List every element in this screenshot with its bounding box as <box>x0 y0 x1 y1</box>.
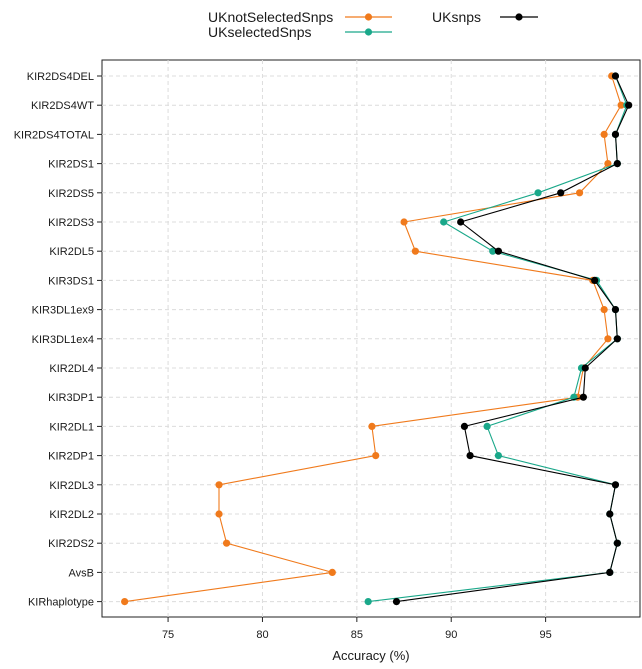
data-point <box>364 598 372 606</box>
data-point <box>613 539 621 547</box>
data-point <box>591 276 599 284</box>
data-point <box>368 422 376 430</box>
legend-marker <box>515 13 523 21</box>
data-point <box>600 130 608 138</box>
y-tick-label: AvsB <box>69 567 94 579</box>
data-point <box>440 218 448 226</box>
y-tick-label: KIR2DL2 <box>49 509 94 521</box>
data-point <box>611 481 620 489</box>
x-tick-label: 80 <box>256 629 268 641</box>
data-point <box>606 510 614 518</box>
y-tick-label: KIR2DS4WT <box>31 100 94 112</box>
y-tick-label: KIR2DL1 <box>49 421 94 433</box>
data-point <box>625 101 633 109</box>
data-point <box>613 160 621 168</box>
data-point <box>611 130 620 138</box>
data-point <box>606 568 614 577</box>
y-tick-label: KIR3DL1ex9 <box>32 305 94 317</box>
legend-label: UKsnps <box>432 9 481 25</box>
y-tick-label: KIR2DS4TOTAL <box>14 129 94 141</box>
data-point <box>215 481 223 489</box>
series-UKsnps <box>392 72 633 606</box>
legend-marker <box>364 13 373 21</box>
x-axis: 75 80 85 90 95 <box>162 617 552 641</box>
data-point <box>613 335 621 343</box>
data-point <box>411 247 419 255</box>
x-tick-label: 90 <box>445 629 457 641</box>
grid <box>102 60 640 617</box>
data-point <box>457 218 465 226</box>
legend-label: UKselectedSnps <box>208 24 312 40</box>
x-axis-title: Accuracy (%) <box>332 648 409 663</box>
y-tick-label: KIR2DL3 <box>49 480 94 492</box>
y-tick-label: KIR2DS5 <box>48 188 94 200</box>
data-point <box>604 160 612 168</box>
data-point <box>575 189 584 197</box>
data-point <box>579 393 587 401</box>
x-tick-label: 95 <box>539 629 551 641</box>
data-point <box>489 247 497 255</box>
series-group <box>121 72 633 606</box>
data-point <box>494 247 503 255</box>
y-tick-label: KIRhaplotype <box>28 597 94 609</box>
data-point <box>483 422 491 430</box>
y-tick-label: KIR2DS4DEL <box>27 71 94 83</box>
y-tick-label: KIR2DP1 <box>48 451 94 463</box>
y-tick-label: KIR2DS3 <box>48 217 94 229</box>
y-tick-label: KIR2DS2 <box>48 538 94 550</box>
data-point <box>611 306 620 314</box>
data-point <box>222 539 231 547</box>
data-point <box>534 189 542 197</box>
data-point <box>460 422 469 430</box>
legend-marker <box>364 28 373 36</box>
data-point <box>611 72 620 80</box>
y-tick-label: KIR2DS1 <box>48 159 94 171</box>
data-point <box>494 452 503 460</box>
data-point <box>400 218 408 226</box>
data-point <box>121 598 129 606</box>
data-point <box>392 598 401 606</box>
y-tick-label: KIR3DP1 <box>48 392 94 404</box>
y-tick-label: KIR2DL5 <box>49 246 94 258</box>
data-point <box>581 364 589 372</box>
data-point <box>557 189 565 197</box>
data-point <box>604 335 612 343</box>
data-point <box>466 452 474 460</box>
data-point <box>328 568 336 577</box>
data-point <box>372 452 380 460</box>
legend-item: UKselectedSnps <box>208 24 392 40</box>
x-tick-label: 85 <box>351 629 363 641</box>
legend-label: UKnotSelectedSnps <box>208 9 333 25</box>
data-point <box>617 101 625 109</box>
y-tick-label: KIR2DL4 <box>49 363 94 375</box>
data-point <box>215 510 223 518</box>
y-tick-label: KIR3DS1 <box>48 275 94 287</box>
y-axis: KIR2DS4DEL KIR2DS4WT KIR2DS4TOTAL KIR2DS1 KI… <box>14 71 102 609</box>
legend-item: UKnotSelectedSnps <box>208 9 392 25</box>
y-tick-label: KIR3DL1ex4 <box>32 334 94 346</box>
legend-item: UKsnps <box>432 9 538 25</box>
data-point <box>600 306 608 314</box>
x-tick-label: 75 <box>162 629 174 641</box>
